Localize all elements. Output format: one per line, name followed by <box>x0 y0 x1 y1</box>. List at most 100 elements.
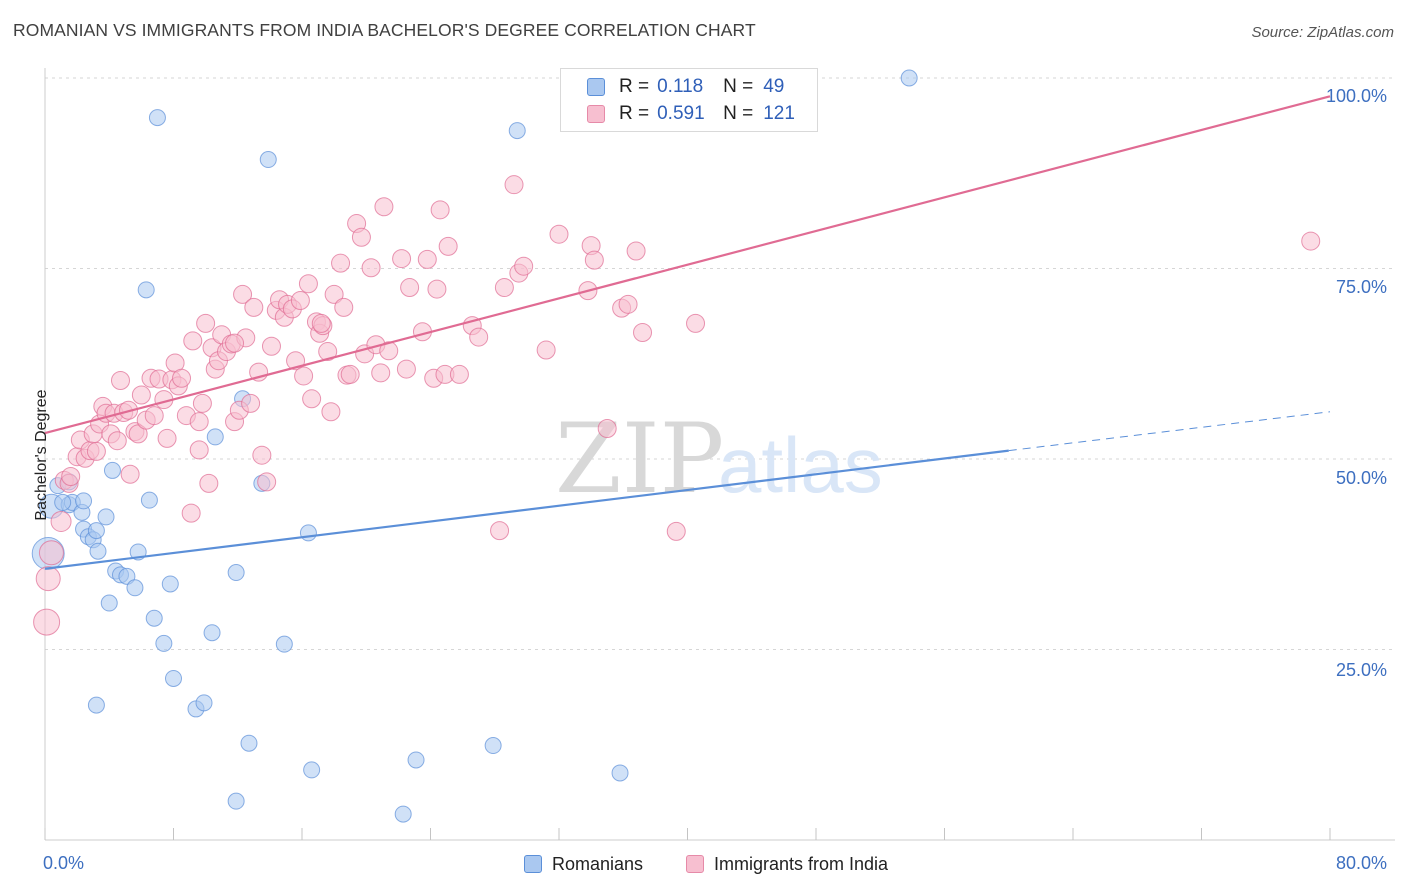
point-romanians <box>165 669 182 687</box>
point-india <box>107 431 127 451</box>
legend-r-value-romanians: 0.118 <box>657 76 704 97</box>
point-india <box>549 224 569 244</box>
trend-line-extension-romanians <box>1008 411 1331 452</box>
point-india <box>241 393 261 413</box>
point-india <box>324 284 344 304</box>
point-india <box>110 371 130 391</box>
legend-n-label: N = <box>723 103 754 124</box>
point-india <box>290 291 310 311</box>
legend-n-value-romanians: 49 <box>763 76 785 97</box>
point-india <box>1301 231 1321 251</box>
point-india <box>131 385 151 405</box>
point-romanians <box>484 737 502 755</box>
point-romanians <box>137 281 155 299</box>
point-romanians <box>145 609 163 627</box>
point-romanians <box>240 734 258 752</box>
point-india <box>181 503 201 523</box>
point-india <box>666 521 686 541</box>
point-india <box>294 366 314 386</box>
y-axis-label: Bachelor's Degree <box>33 389 50 521</box>
point-romanians <box>100 594 118 612</box>
legend-n-label: N = <box>723 76 754 97</box>
point-romanians <box>394 805 412 823</box>
bottom-legend-india[interactable]: Immigrants from India <box>686 852 888 876</box>
point-india <box>514 256 534 276</box>
trend-line-romanians <box>44 449 1009 570</box>
point-india <box>334 297 354 317</box>
watermark-zip: ZIP <box>555 403 724 515</box>
bottom-legend-label-india: Immigrants from India <box>714 853 889 874</box>
point-romanians <box>140 491 158 509</box>
point-india <box>199 473 219 493</box>
point-india <box>396 359 416 379</box>
point-india <box>120 464 140 484</box>
point-india <box>257 472 277 492</box>
point-india <box>438 236 458 256</box>
legend-r-value-india: 0.591 <box>657 103 705 124</box>
point-india <box>261 336 281 356</box>
point-india <box>86 441 106 461</box>
point-india <box>225 333 245 353</box>
point-india <box>33 608 61 636</box>
point-india <box>172 368 192 388</box>
correlation-legend: R = 0.118 N = 49 R = 0.591 N = 121 <box>560 68 818 132</box>
y-tick-label-100: 100.0% <box>1326 86 1388 106</box>
point-romanians <box>508 122 526 140</box>
x-tick-label-min: 0.0% <box>43 853 85 873</box>
point-india <box>244 297 264 317</box>
bottom-legend-swatch-romanians <box>524 855 542 873</box>
point-romanians <box>611 764 629 782</box>
point-india <box>400 278 420 298</box>
point-romanians <box>259 151 277 169</box>
point-india <box>417 249 437 269</box>
trend-line-india <box>44 95 1331 435</box>
y-tick-label-25: 25.0% <box>1336 660 1388 680</box>
point-india <box>490 521 510 541</box>
point-romanians <box>206 428 224 446</box>
gridlines <box>45 77 1395 650</box>
point-india <box>192 393 212 413</box>
point-romanians <box>97 508 115 526</box>
point-romanians <box>303 761 321 779</box>
point-romanians <box>87 522 105 540</box>
point-romanians <box>155 634 173 652</box>
point-romanians <box>161 575 179 593</box>
point-india <box>597 419 617 439</box>
legend-r-label: R = <box>619 76 650 97</box>
point-india <box>340 364 360 384</box>
point-romanians <box>126 579 144 597</box>
legend-swatch-romanians <box>587 78 605 96</box>
point-romanians <box>148 109 166 127</box>
y-tick-label-50: 50.0% <box>1336 468 1388 488</box>
x-tick-label-max: 80.0% <box>1336 853 1388 873</box>
point-india <box>61 467 81 487</box>
point-india <box>318 342 338 362</box>
point-india <box>686 313 706 333</box>
watermark-atlas: atlas <box>718 421 883 509</box>
legend-r-label: R = <box>619 103 650 124</box>
point-india <box>38 540 64 566</box>
point-india <box>361 258 381 278</box>
point-india <box>351 227 371 247</box>
axes <box>44 68 1395 841</box>
point-india <box>189 440 209 460</box>
point-india <box>189 412 209 432</box>
point-india <box>50 510 72 532</box>
legend-row-india: R = 0.591 N = 121 <box>587 102 795 126</box>
point-india <box>536 340 556 360</box>
point-india <box>449 364 469 384</box>
source-note: Source: ZipAtlas.com <box>1251 24 1394 41</box>
data-points <box>31 69 1321 823</box>
y-tick-label-75: 75.0% <box>1336 277 1388 297</box>
point-india <box>321 402 341 422</box>
point-romanians <box>54 493 72 511</box>
point-india <box>233 284 253 304</box>
point-india <box>252 445 272 465</box>
bottom-legend-romanians[interactable]: Romanians <box>524 852 643 876</box>
point-romanians <box>103 461 121 479</box>
point-india <box>494 278 514 298</box>
point-romanians <box>89 542 107 560</box>
legend-row-romanians: R = 0.118 N = 49 <box>587 75 784 99</box>
point-romanians <box>203 624 221 642</box>
